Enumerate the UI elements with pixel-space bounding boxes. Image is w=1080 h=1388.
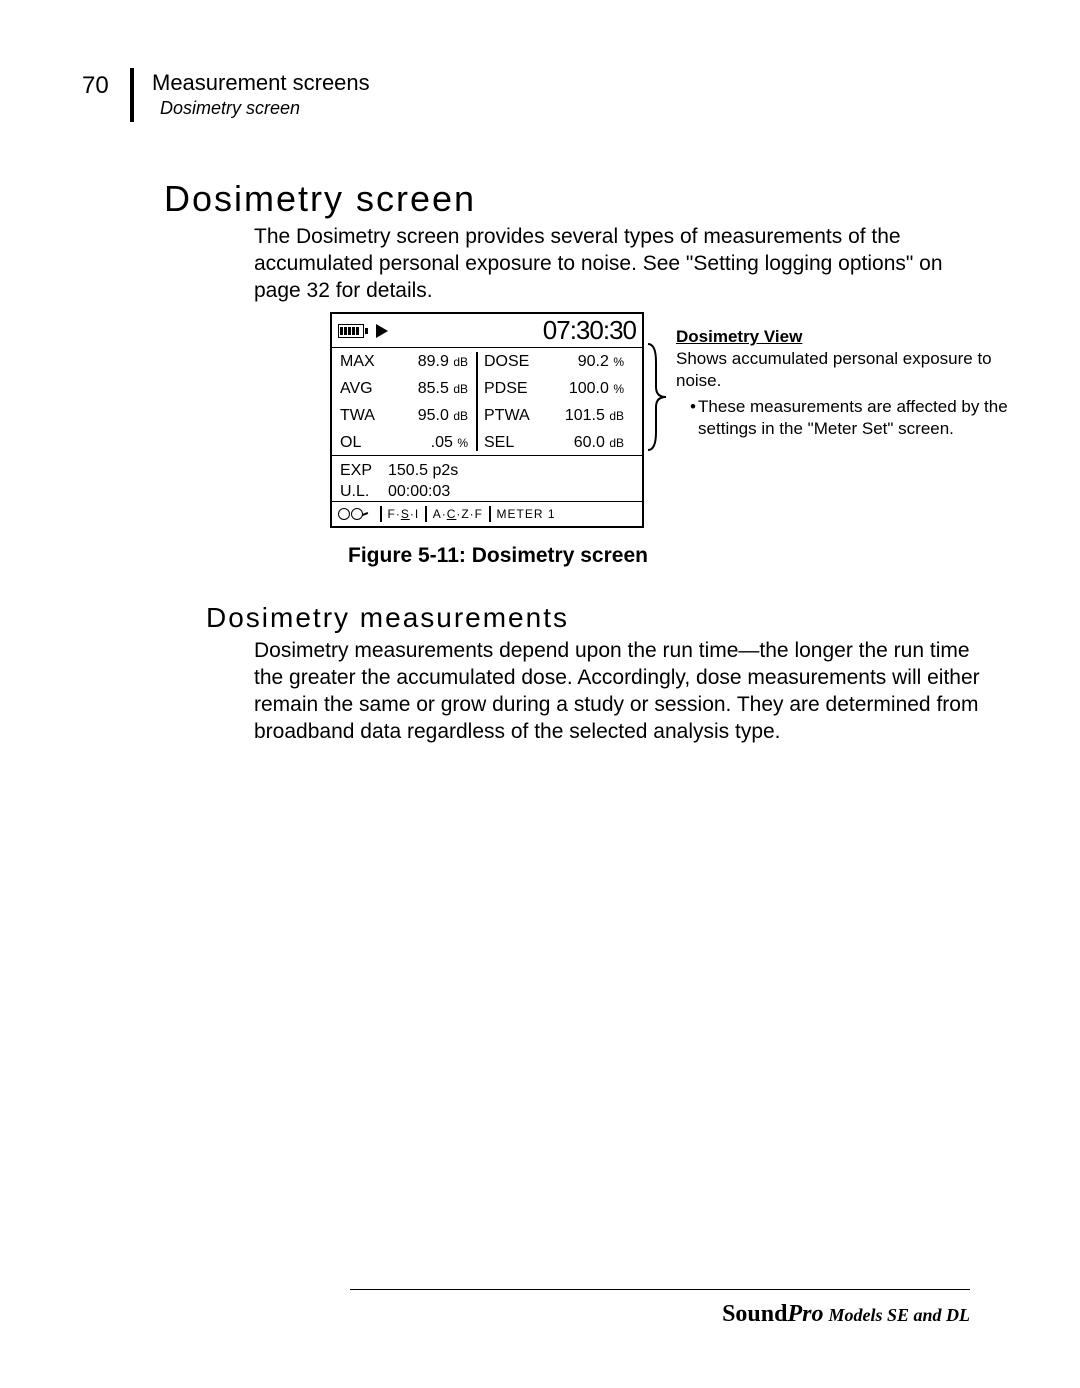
bullet-icon: • bbox=[676, 396, 698, 440]
lower-label: EXP bbox=[340, 462, 388, 480]
annotation: Dosimetry View Shows accumulated persona… bbox=[676, 326, 1026, 440]
footer-divider bbox=[489, 506, 491, 522]
data-value: 95.0 dB bbox=[388, 407, 476, 425]
lower-value: 150.5 p2s bbox=[388, 462, 468, 480]
data-value: 101.5 dB bbox=[542, 407, 632, 425]
annotation-line: Shows accumulated personal exposure to n… bbox=[676, 348, 1026, 392]
subsection-body: Dosimetry measurements depend upon the r… bbox=[254, 638, 994, 746]
section-body: The Dosimetry screen provides several ty… bbox=[254, 224, 994, 305]
annotation-title: Dosimetry View bbox=[676, 326, 1026, 348]
data-row: AVG 85.5 dB PDSE 100.0 % bbox=[332, 375, 642, 402]
data-label: TWA bbox=[332, 407, 388, 425]
data-row: MAX 89.9 dB DOSE 90.2 % bbox=[332, 348, 642, 375]
lower-value: 00:00:03 bbox=[388, 483, 468, 501]
data-label: PDSE bbox=[476, 380, 542, 398]
footer-segment: A·C·Z·F bbox=[433, 507, 483, 521]
header-divider bbox=[130, 68, 134, 122]
footer-segment: F·S·I bbox=[388, 507, 420, 521]
models-label: Models SE and DL bbox=[828, 1305, 970, 1325]
bullet-text: These measurements are affected by the s… bbox=[698, 396, 1026, 440]
brand-name: SoundPro bbox=[722, 1301, 823, 1327]
page-footer: SoundPro Models SE and DL bbox=[722, 1301, 970, 1328]
data-label: PTWA bbox=[476, 407, 542, 425]
data-row: TWA 95.0 dB PTWA 101.5 dB bbox=[332, 402, 642, 429]
section-title: Dosimetry screen bbox=[164, 178, 476, 220]
lower-label: U.L. bbox=[340, 483, 388, 501]
glasses-icon bbox=[338, 507, 374, 521]
data-row: OL .05 % SEL 60.0 dB bbox=[332, 429, 642, 456]
data-value: .05 % bbox=[388, 434, 476, 452]
data-value: 89.9 dB bbox=[388, 353, 476, 371]
header-title: Measurement screens bbox=[152, 70, 370, 96]
page-number: 70 bbox=[82, 72, 109, 100]
footer-divider bbox=[425, 506, 427, 522]
battery-icon bbox=[338, 324, 370, 338]
data-label: DOSE bbox=[476, 353, 542, 371]
clock-time: 07:30:30 bbox=[543, 315, 636, 346]
footer-divider bbox=[380, 506, 382, 522]
lower-section: EXP 150.5 p2s U.L. 00:00:03 bbox=[332, 456, 642, 502]
data-value: 85.5 dB bbox=[388, 380, 476, 398]
subsection-title: Dosimetry measurements bbox=[206, 602, 569, 634]
callout-bracket bbox=[646, 342, 668, 452]
data-label: OL bbox=[332, 434, 388, 452]
data-label: SEL bbox=[476, 434, 542, 452]
figure-container: 07:30:30 MAX 89.9 dB DOSE 90.2 % AVG 85.… bbox=[330, 312, 1030, 544]
lower-row: U.L. 00:00:03 bbox=[340, 481, 634, 502]
screen-header: 07:30:30 bbox=[332, 314, 642, 348]
data-grid: MAX 89.9 dB DOSE 90.2 % AVG 85.5 dB PDSE… bbox=[332, 348, 642, 456]
data-value: 60.0 dB bbox=[542, 434, 632, 452]
data-value: 90.2 % bbox=[542, 353, 632, 371]
dosimetry-screenshot: 07:30:30 MAX 89.9 dB DOSE 90.2 % AVG 85.… bbox=[330, 312, 644, 528]
annotation-bullet: • These measurements are affected by the… bbox=[676, 396, 1026, 440]
lower-row: EXP 150.5 p2s bbox=[340, 460, 634, 481]
footer-segment: METER 1 bbox=[497, 507, 556, 521]
play-icon bbox=[376, 324, 388, 338]
header-subtitle: Dosimetry screen bbox=[160, 98, 300, 119]
footer-line bbox=[350, 1289, 970, 1291]
screen-footer: F·S·I A·C·Z·F METER 1 bbox=[332, 502, 642, 526]
column-divider bbox=[476, 352, 478, 451]
data-label: AVG bbox=[332, 380, 388, 398]
figure-caption: Figure 5-11: Dosimetry screen bbox=[348, 544, 648, 568]
data-label: MAX bbox=[332, 353, 388, 371]
data-value: 100.0 % bbox=[542, 380, 632, 398]
